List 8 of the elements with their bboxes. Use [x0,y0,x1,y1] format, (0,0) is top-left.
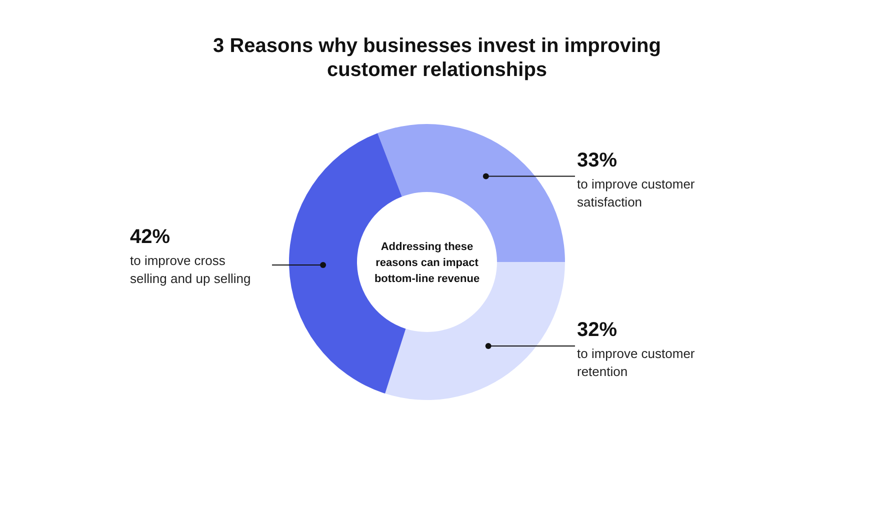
slice-label: to improve customer satisfaction [577,176,696,210]
data-label: 42% [130,226,170,248]
chart-title: 3 Reasons why businesses invest in improving customer relationships [213,35,661,81]
text: Addressing these reasons can impact bottom-line revenue [374,241,480,285]
slice-label: to improve customer retention [577,346,696,379]
data-label: 33% [577,149,618,172]
slice-label: to improve cross selling and up selling [130,253,251,286]
data-label: 32% [577,318,618,341]
